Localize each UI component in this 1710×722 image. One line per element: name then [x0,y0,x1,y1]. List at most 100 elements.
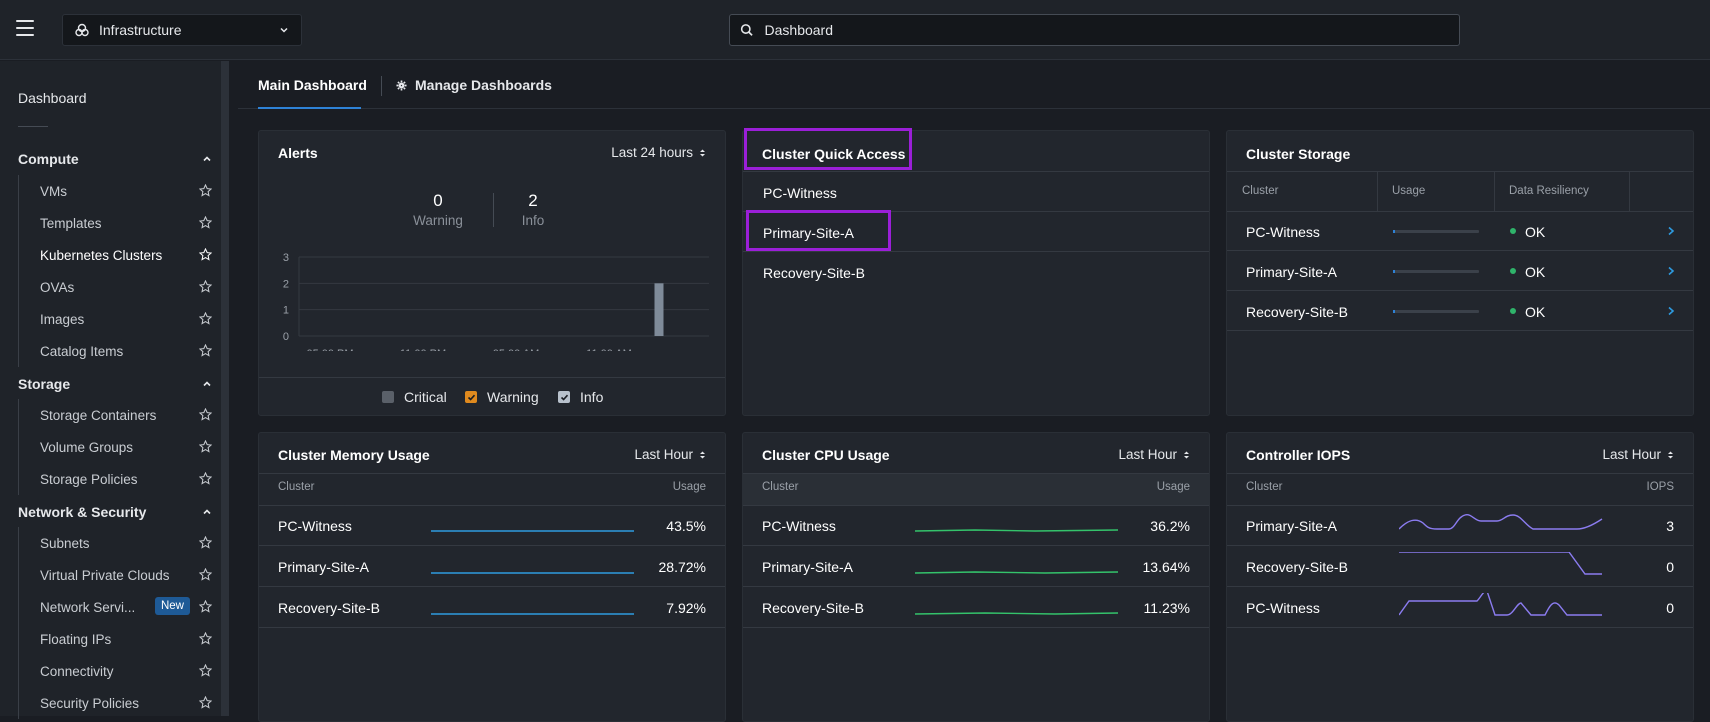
time-range-select[interactable]: Last Hour [1602,447,1674,462]
sidebar-item-storage-containers[interactable]: Storage Containers [18,399,212,431]
iops-cluster-name[interactable]: PC-Witness [1246,600,1320,616]
chevron-right-icon[interactable] [1667,226,1675,236]
sidebar-item-subnets[interactable]: Subnets [18,527,212,559]
tab-main-dashboard[interactable]: Main Dashboard [258,77,367,93]
sidebar-item-security-policies[interactable]: Security Policies [18,687,212,719]
sidebar-item-images[interactable]: Images [18,303,212,335]
sidebar-item-label: Floating IPs [40,631,112,647]
sidebar-item-floating-ips[interactable]: Floating IPs [18,623,212,655]
card-title: Cluster Quick Access [762,146,906,162]
sidebar-group-storage[interactable]: Storage [18,376,212,392]
storage-cluster-name[interactable]: Primary-Site-A [1246,264,1338,280]
star-icon[interactable] [199,472,212,485]
star-icon[interactable] [199,312,212,325]
sidebar-item-vms[interactable]: VMs [18,175,212,207]
checkbox-warning[interactable] [465,391,477,403]
quick-access-recovery-site-b[interactable]: Recovery-Site-B [763,265,865,281]
star-icon[interactable] [199,568,212,581]
legend-warning[interactable]: Warning [465,389,539,405]
quick-access-primary-site-a[interactable]: Primary-Site-A [763,225,855,241]
column-header-data-resiliency[interactable]: Data Resiliency [1509,185,1589,197]
row-divider [743,505,1209,506]
search-input[interactable] [764,22,1449,38]
chevron-right-icon[interactable] [1667,306,1675,316]
iops-row[interactable]: Primary-Site-A 3 [1227,505,1693,546]
storage-row[interactable]: Recovery-Site-B OK [1227,291,1693,331]
star-icon[interactable] [199,344,212,357]
iops-row[interactable]: Recovery-Site-B 0 [1227,546,1693,587]
column-header-cluster[interactable]: Cluster [278,481,315,493]
column-header-cluster[interactable]: Cluster [1246,481,1283,493]
star-icon[interactable] [199,600,212,613]
sidebar-item-virtual-private-clouds[interactable]: Virtual Private Clouds [18,559,212,591]
sidebar-item-kubernetes-clusters[interactable]: Kubernetes Clusters [18,239,212,271]
cpu-row[interactable]: Recovery-Site-B 11.23% [743,587,1209,628]
storage-row[interactable]: PC-Witness OK [1227,211,1693,251]
star-icon[interactable] [199,696,212,709]
memory-cluster-name[interactable]: Recovery-Site-B [278,600,380,616]
legend-info[interactable]: Info [558,389,603,405]
storage-usage-bar [1393,310,1479,313]
sidebar-item-dashboard[interactable]: Dashboard [18,90,87,106]
iops-cluster-name[interactable]: Recovery-Site-B [1246,559,1348,575]
star-icon[interactable] [199,536,212,549]
star-icon[interactable] [199,248,212,261]
alert-bar-info[interactable] [654,283,664,336]
sidebar-item-storage-policies[interactable]: Storage Policies [18,463,212,495]
memory-row[interactable]: Primary-Site-A 28.72% [259,546,725,587]
cpu-cluster-name[interactable]: Primary-Site-A [762,559,854,575]
star-icon[interactable] [199,632,212,645]
sidebar-item-catalog-items[interactable]: Catalog Items [18,335,212,367]
row-divider [259,586,725,587]
cpu-row[interactable]: PC-Witness 36.2% [743,505,1209,546]
app-switcher[interactable]: Infrastructure [62,14,302,46]
cpu-value: 13.64% [1142,559,1190,575]
column-header-usage[interactable]: Usage [1156,481,1190,493]
star-icon[interactable] [199,408,212,421]
storage-cluster-name[interactable]: PC-Witness [1246,224,1320,240]
cpu-cluster-name[interactable]: PC-Witness [762,518,836,534]
star-icon[interactable] [199,280,212,293]
sidebar-item-connectivity[interactable]: Connectivity [18,655,212,687]
column-header-usage[interactable]: Usage [672,481,706,493]
iops-cluster-name[interactable]: Primary-Site-A [1246,518,1338,534]
legend-critical[interactable]: Critical [382,389,447,405]
sidebar-scrollbar[interactable] [221,61,229,716]
chevron-right-icon[interactable] [1667,266,1675,276]
column-header-usage[interactable]: Usage [1392,185,1426,197]
top-bar: Infrastructure [0,0,1710,60]
column-header-cluster[interactable]: Cluster [1242,185,1279,197]
sidebar-item-network-services[interactable]: Network Servi... New [18,591,212,623]
storage-cluster-name[interactable]: Recovery-Site-B [1246,304,1348,320]
time-range-select[interactable]: Last Hour [1118,447,1190,462]
sidebar-item-templates[interactable]: Templates [18,207,212,239]
time-range-select[interactable]: Last Hour [634,447,706,462]
tab-manage-dashboards[interactable]: Manage Dashboards [396,77,552,93]
time-range-select[interactable]: Last 24 hours [611,145,706,160]
memory-row[interactable]: Recovery-Site-B 7.92% [259,587,725,628]
checkbox-critical[interactable] [382,391,394,403]
iops-row[interactable]: PC-Witness 0 [1227,587,1693,628]
star-icon[interactable] [199,216,212,229]
memory-cluster-name[interactable]: Primary-Site-A [278,559,370,575]
quick-access-pc-witness[interactable]: PC-Witness [763,185,837,201]
column-header-cluster[interactable]: Cluster [762,481,799,493]
sidebar-item-label: Storage Policies [40,471,138,487]
cpu-row[interactable]: Primary-Site-A 13.64% [743,546,1209,587]
search-bar[interactable] [729,14,1460,46]
star-icon[interactable] [199,184,212,197]
storage-row[interactable]: Primary-Site-A OK [1227,251,1693,291]
card-title: Cluster Storage [1246,146,1351,162]
star-icon[interactable] [199,664,212,677]
sidebar-group-network-security[interactable]: Network & Security [18,504,212,520]
cpu-cluster-name[interactable]: Recovery-Site-B [762,600,864,616]
checkbox-info[interactable] [558,391,570,403]
hamburger-menu-icon[interactable] [16,20,34,36]
memory-cluster-name[interactable]: PC-Witness [278,518,352,534]
column-header-iops[interactable]: IOPS [1646,481,1674,493]
sidebar-item-ovas[interactable]: OVAs [18,271,212,303]
sidebar-item-volume-groups[interactable]: Volume Groups [18,431,212,463]
sidebar-group-compute[interactable]: Compute [18,151,212,167]
memory-row[interactable]: PC-Witness 43.5% [259,505,725,546]
star-icon[interactable] [199,440,212,453]
